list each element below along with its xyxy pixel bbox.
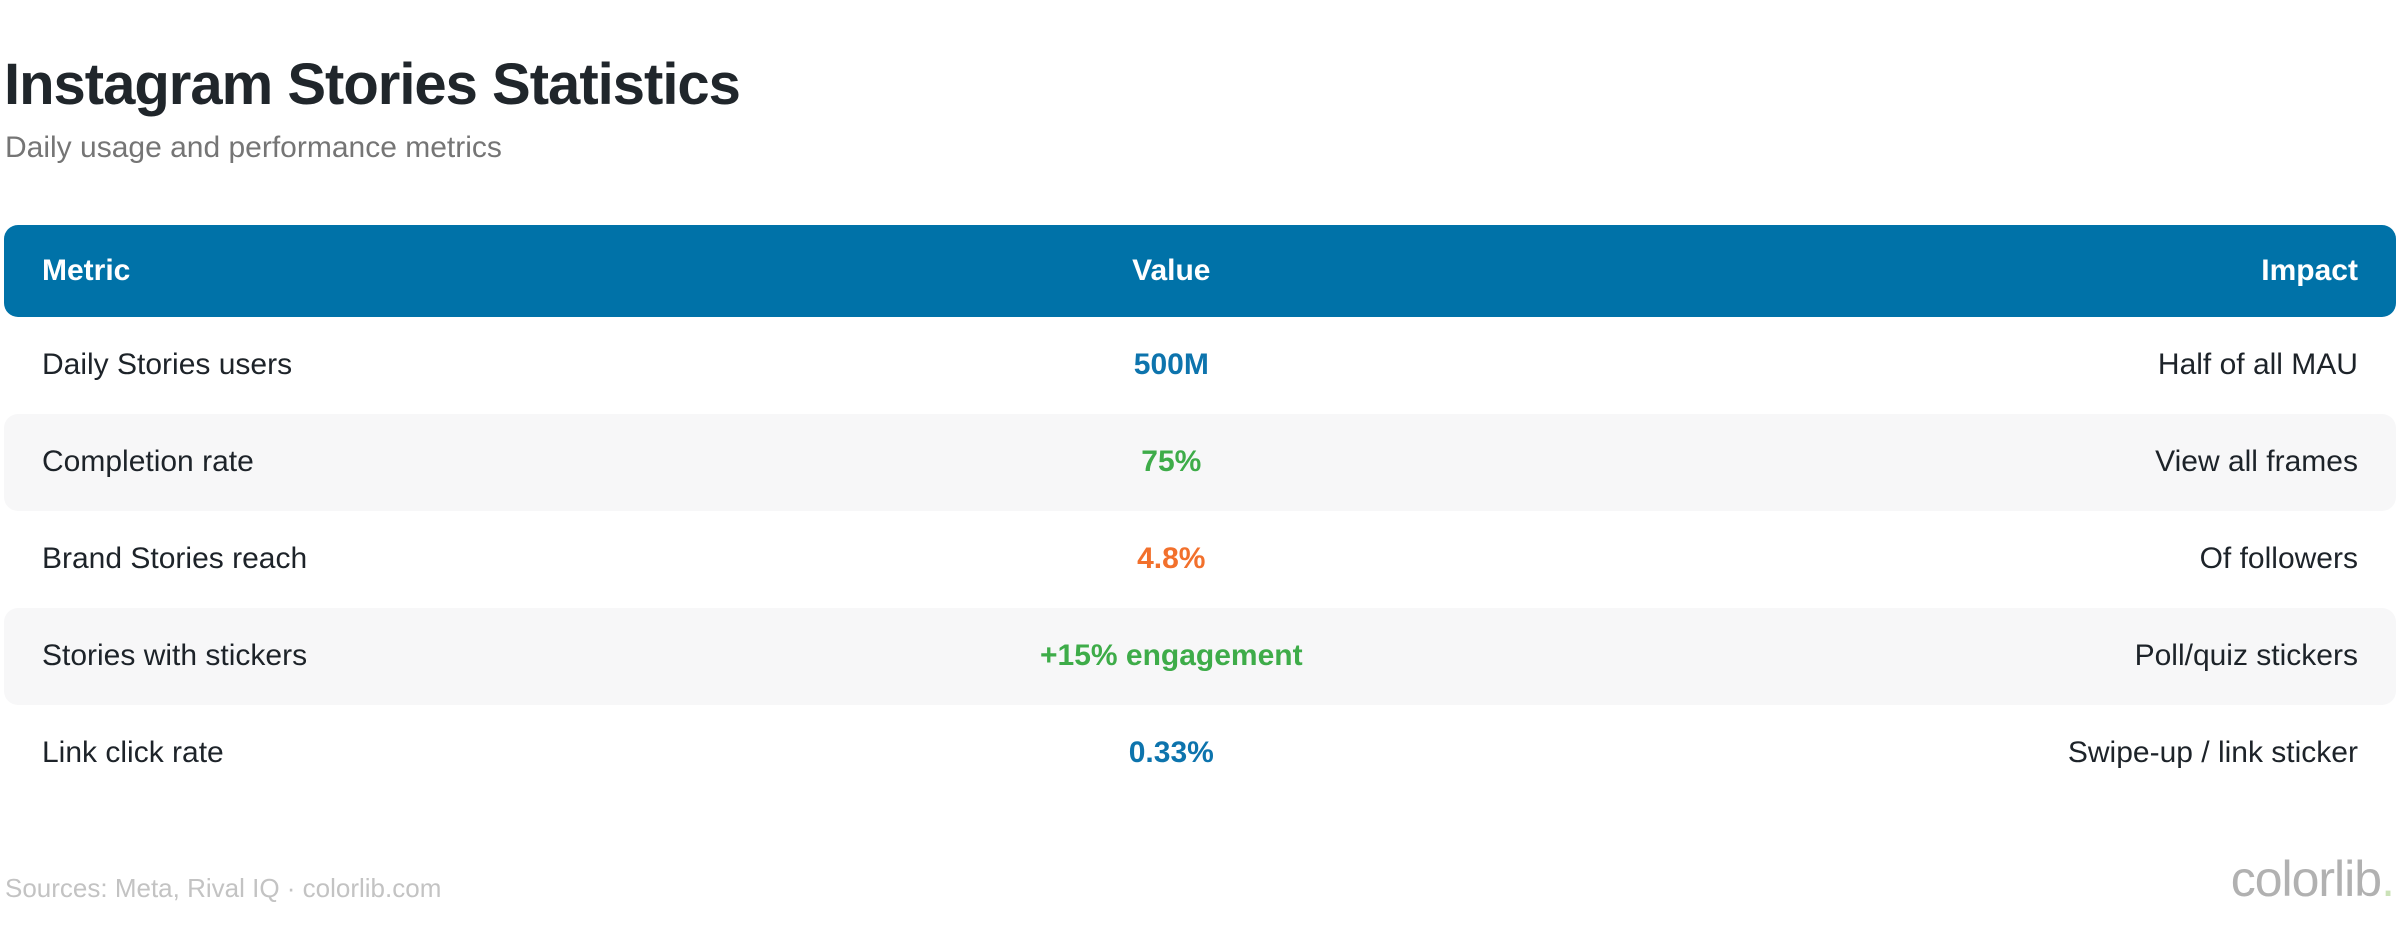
page-title: Instagram Stories Statistics: [4, 52, 741, 117]
page-header: Instagram Stories Statistics Daily usage…: [4, 0, 2396, 165]
impact-cell: View all frames: [2155, 445, 2358, 479]
colorlib-logo-text: colorlib: [2230, 851, 2382, 907]
metric-cell: Link click rate: [42, 736, 224, 770]
page-footer: Sources: Meta, Rival IQ · colorlib.com c…: [4, 854, 2396, 904]
sources-note: Sources: Meta, Rival IQ · colorlib.com: [5, 873, 442, 903]
stats-table: Metric Value Impact Daily Stories users …: [4, 224, 2396, 802]
table-row: Completion rate 75% View all frames: [4, 413, 2396, 511]
metric-cell: Brand Stories reach: [42, 542, 308, 576]
impact-cell: Swipe-up / link sticker: [2067, 736, 2358, 770]
impact-cell: Half of all MAU: [2157, 348, 2358, 382]
value-cell: 75%: [1141, 445, 1202, 479]
column-header-metric: Metric: [42, 253, 131, 287]
impact-cell: Of followers: [2199, 542, 2358, 576]
metric-cell: Stories with stickers: [42, 639, 308, 673]
colorlib-logo: colorlib.: [2231, 854, 2396, 904]
value-cell: +15% engagement: [1039, 639, 1303, 673]
colorlib-logo-dot: .: [2381, 851, 2395, 907]
column-header-value: Value: [1132, 253, 1211, 287]
table-row: Daily Stories users 500M Half of all MAU: [4, 317, 2396, 414]
column-header-impact: Impact: [2261, 253, 2358, 287]
page-subtitle: Daily usage and performance metrics: [5, 130, 502, 164]
table-body: Daily Stories users 500M Half of all MAU…: [4, 317, 2396, 802]
value-cell: 500M: [1133, 348, 1209, 382]
table-row: Brand Stories reach 4.8% Of followers: [4, 511, 2396, 608]
table-row: Link click rate 0.33% Swipe-up / link st…: [4, 705, 2396, 802]
value-cell: 4.8%: [1137, 542, 1206, 576]
table-header-row: Metric Value Impact: [4, 224, 2396, 317]
value-cell: 0.33%: [1128, 736, 1214, 770]
metric-cell: Completion rate: [42, 445, 254, 479]
impact-cell: Poll/quiz stickers: [2134, 639, 2358, 673]
metric-cell: Daily Stories users: [42, 348, 293, 382]
table-row: Stories with stickers +15% engagement Po…: [4, 607, 2396, 705]
